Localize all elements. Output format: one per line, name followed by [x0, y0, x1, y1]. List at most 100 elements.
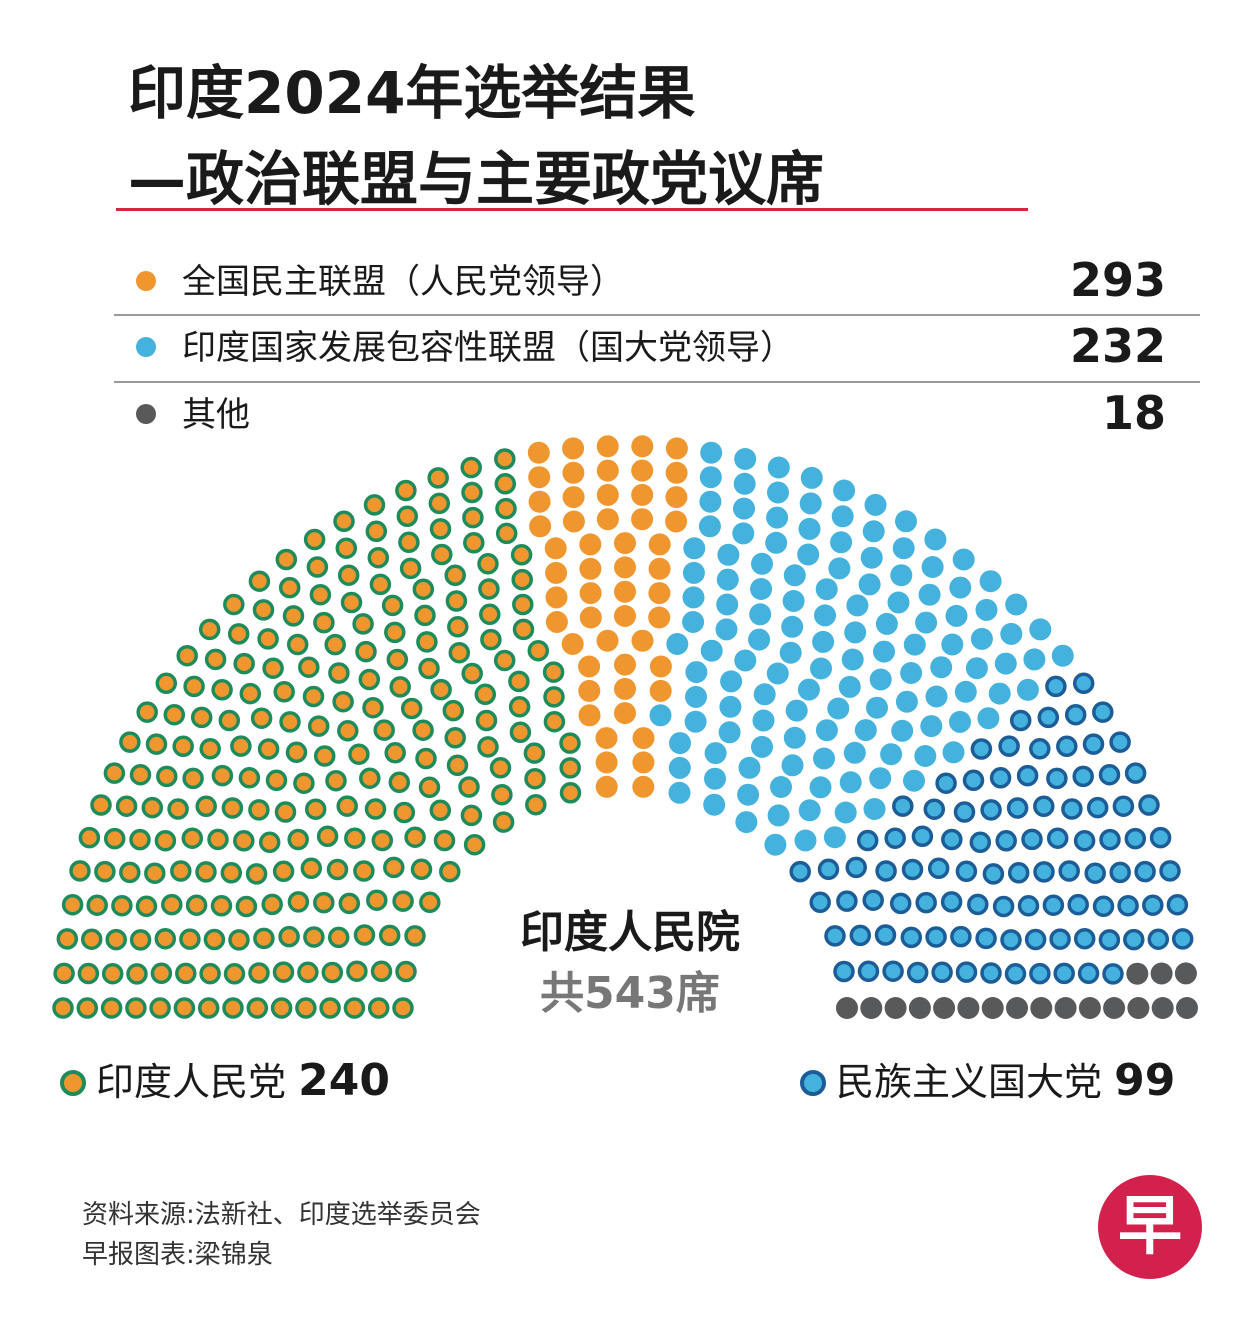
seat-series-3 — [874, 924, 897, 946]
seat-series-1 — [579, 606, 602, 629]
seat-series-0 — [477, 736, 499, 758]
seat-series-2 — [838, 675, 861, 698]
seat-series-2 — [945, 604, 968, 627]
seat-series-0 — [210, 895, 233, 917]
seat-series-3 — [915, 891, 937, 914]
seat-series-3 — [962, 769, 985, 792]
seat-series-0 — [495, 497, 517, 520]
party-seats-bjp: 240 — [298, 1055, 390, 1106]
seat-series-0 — [559, 732, 581, 754]
seat-series-3 — [849, 924, 872, 947]
seat-series-1 — [614, 532, 636, 555]
seat-series-0 — [523, 742, 546, 764]
seat-series-2 — [864, 493, 887, 516]
seat-series-2 — [914, 745, 937, 767]
seat-series-0 — [524, 767, 546, 790]
seat-series-3 — [824, 925, 846, 947]
legend-divider — [114, 314, 1200, 316]
seat-series-2 — [716, 593, 739, 616]
seat-series-2 — [887, 591, 910, 614]
seat-series-3 — [1024, 928, 1047, 951]
seat-series-0 — [313, 611, 335, 634]
seat-series-2 — [716, 568, 739, 591]
seat-series-3 — [1109, 731, 1131, 753]
seat-series-0 — [461, 662, 483, 685]
seat-series-0 — [395, 479, 417, 502]
seat-series-3 — [1134, 860, 1156, 883]
seat-series-0 — [412, 719, 434, 741]
seat-series-2 — [682, 561, 705, 584]
seat-series-2 — [1029, 618, 1052, 641]
seat-series-3 — [1007, 862, 1030, 884]
seat-series-0 — [161, 893, 183, 916]
seat-series-0 — [492, 811, 515, 833]
seat-series-0 — [404, 826, 426, 848]
seat-series-0 — [278, 576, 301, 599]
seat-series-1 — [614, 702, 636, 725]
seat-series-2 — [970, 627, 993, 650]
legend-label-india: 印度国家发展包容性联盟（国大党领导） — [182, 328, 794, 368]
seat-series-1 — [528, 490, 551, 513]
seat-series-0 — [223, 963, 246, 985]
legend-label-others: 其他 — [182, 395, 250, 435]
seat-series-0 — [367, 546, 390, 569]
seat-series-0 — [176, 644, 198, 667]
seat-series-0 — [245, 863, 268, 885]
seat-series-4 — [1006, 997, 1028, 1019]
seat-series-0 — [250, 707, 273, 729]
seat-series-4 — [836, 997, 858, 1019]
seat-series-0 — [233, 830, 255, 852]
seat-series-0 — [274, 801, 297, 823]
seat-series-2 — [719, 695, 742, 718]
seat-series-0 — [493, 649, 516, 672]
seat-series-0 — [412, 578, 435, 600]
seat-series-0 — [367, 997, 390, 1019]
seat-series-2 — [766, 662, 789, 685]
seat-series-0 — [230, 735, 252, 757]
seat-series-1 — [665, 461, 688, 484]
seat-series-2 — [783, 564, 806, 587]
seat-series-3 — [875, 860, 897, 882]
seat-series-0 — [163, 703, 186, 726]
seat-series-0 — [101, 962, 124, 985]
seat-series-0 — [129, 929, 152, 951]
seat-series-3 — [1009, 709, 1032, 732]
seat-series-3 — [1017, 895, 1040, 917]
seat-series-0 — [559, 757, 581, 779]
seat-series-0 — [313, 745, 336, 767]
seat-series-1 — [632, 751, 655, 774]
seat-series-0 — [383, 856, 405, 879]
seat-series-0 — [203, 928, 226, 951]
legend-value-nda: 293 — [1069, 253, 1166, 307]
seat-series-2 — [979, 570, 1002, 593]
seat-series-2 — [720, 670, 743, 693]
seat-series-3 — [836, 890, 858, 912]
seat-series-0 — [479, 603, 501, 626]
seat-series-0 — [105, 928, 127, 951]
seat-series-1 — [596, 435, 619, 458]
seat-series-4 — [1127, 997, 1150, 1019]
seat-series-2 — [920, 715, 943, 738]
seat-series-0 — [111, 894, 133, 917]
seat-series-2 — [767, 481, 789, 504]
seat-series-3 — [1082, 733, 1105, 755]
seat-series-2 — [858, 573, 881, 596]
seat-series-0 — [527, 639, 550, 662]
seat-series-0 — [306, 556, 329, 578]
seat-series-1 — [545, 611, 568, 633]
seat-series-0 — [392, 890, 414, 912]
seat-series-2 — [734, 448, 757, 470]
seat-series-2 — [734, 649, 757, 672]
seat-series-0 — [287, 891, 310, 913]
seat-series-3 — [1037, 706, 1060, 729]
seat-series-0 — [363, 494, 386, 516]
seat-series-0 — [373, 719, 395, 741]
seat-series-0 — [262, 657, 284, 679]
seat-series-0 — [433, 829, 456, 852]
seat-series-0 — [418, 776, 441, 799]
seat-series-2 — [800, 466, 823, 489]
party-dot-bjp — [60, 1070, 86, 1096]
seat-series-0 — [327, 926, 350, 949]
seat-series-0 — [494, 473, 517, 495]
seat-series-3 — [982, 863, 1005, 885]
